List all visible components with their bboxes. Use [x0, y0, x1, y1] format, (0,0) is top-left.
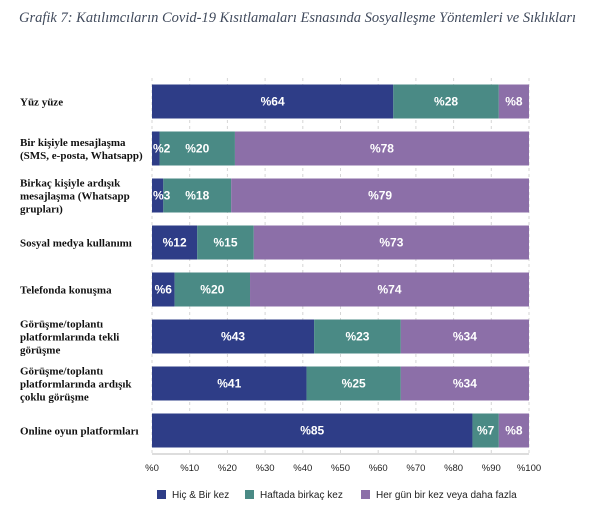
category-label: Bir kişiyle mesajlaşma — [20, 137, 126, 149]
legend-label: Hiç & Bir kez — [172, 490, 229, 501]
bar-segment — [152, 225, 198, 260]
x-tick-label: %30 — [256, 463, 275, 474]
category-label: platformlarında tekli — [20, 332, 119, 344]
value-label: %23 — [345, 330, 369, 344]
bar-segment — [152, 131, 160, 166]
value-label: %7 — [477, 424, 495, 438]
value-label: %78 — [370, 142, 394, 156]
value-label: %43 — [221, 330, 245, 344]
x-tick-label: %80 — [444, 463, 463, 474]
bar-segment — [400, 319, 529, 354]
value-label: %12 — [163, 236, 187, 250]
legend-label: Haftada birkaç kez — [260, 490, 343, 501]
bar-segment — [253, 225, 530, 260]
value-label: %73 — [379, 236, 403, 250]
x-tick-label: %10 — [180, 463, 199, 474]
category-label: çoklu görüşme — [20, 392, 89, 404]
legend-label: Her gün bir kez veya daha fazla — [376, 490, 517, 501]
category-label: mesajlaşma (Whatsapp — [20, 191, 130, 203]
bar-segment — [314, 319, 401, 354]
bar-segment — [234, 131, 529, 166]
bar-segment — [231, 178, 530, 213]
bar-segment — [472, 413, 499, 448]
value-label: %15 — [213, 236, 237, 250]
bar-segment — [152, 84, 394, 119]
bar-segment — [197, 225, 254, 260]
bar-segment — [498, 413, 529, 448]
value-label: %79 — [368, 189, 392, 203]
category-label: (SMS, e-posta, Whatsapp) — [20, 150, 143, 162]
value-label: %41 — [217, 377, 241, 391]
value-label: %3 — [153, 189, 171, 203]
category-label: Telefonda konuşma — [20, 285, 112, 297]
x-tick-label: %40 — [293, 463, 312, 474]
bar-segment — [498, 84, 529, 119]
legend-swatch — [245, 490, 254, 499]
bar-segment — [400, 366, 529, 401]
bar-segment — [152, 178, 164, 213]
legend-swatch — [361, 490, 370, 499]
category-label: Online oyun platformları — [20, 426, 139, 438]
x-tick-label: %0 — [145, 463, 159, 474]
x-tick-label: %70 — [406, 463, 425, 474]
category-label: platformlarında ardışık — [20, 379, 132, 391]
value-label: %34 — [453, 377, 477, 391]
category-label: Yüz yüze — [20, 97, 63, 109]
value-label: %20 — [185, 142, 209, 156]
bar-segment — [159, 131, 235, 166]
bar-segment — [152, 413, 473, 448]
category-label: görüşme — [20, 345, 60, 357]
category-label: Sosyal medya kullanımı — [20, 238, 132, 250]
bar-segment — [163, 178, 232, 213]
value-label: %2 — [153, 142, 171, 156]
value-label: %8 — [505, 424, 523, 438]
value-label: %25 — [342, 377, 366, 391]
category-label: Birkaç kişiyle ardışık — [20, 178, 121, 190]
category-label: Görüşme/toplantı — [20, 366, 103, 378]
value-label: %85 — [300, 424, 324, 438]
value-label: %8 — [505, 95, 523, 109]
bar-segment — [152, 366, 307, 401]
value-label: %6 — [155, 283, 173, 297]
category-label: grupları) — [20, 204, 63, 216]
value-label: %28 — [434, 95, 458, 109]
x-tick-label: %100 — [517, 463, 541, 474]
bar-segment — [250, 272, 529, 307]
value-label: %34 — [453, 330, 477, 344]
x-tick-label: %50 — [331, 463, 350, 474]
category-label: Görüşme/toplantı — [20, 319, 103, 331]
bar-segment — [174, 272, 251, 307]
chart-title: Grafik 7: Katılımcıların Covid-19 Kısıtl… — [19, 10, 577, 26]
value-label: %64 — [261, 95, 285, 109]
x-tick-label: %20 — [218, 463, 237, 474]
value-label: %18 — [185, 189, 209, 203]
x-tick-label: %90 — [482, 463, 501, 474]
bar-segment — [152, 272, 175, 307]
bar-segment — [306, 366, 401, 401]
x-tick-label: %60 — [369, 463, 388, 474]
value-label: %74 — [377, 283, 401, 297]
bar-segment — [152, 319, 315, 354]
legend-swatch — [157, 490, 166, 499]
bar-segment — [393, 84, 499, 119]
value-label: %20 — [200, 283, 224, 297]
